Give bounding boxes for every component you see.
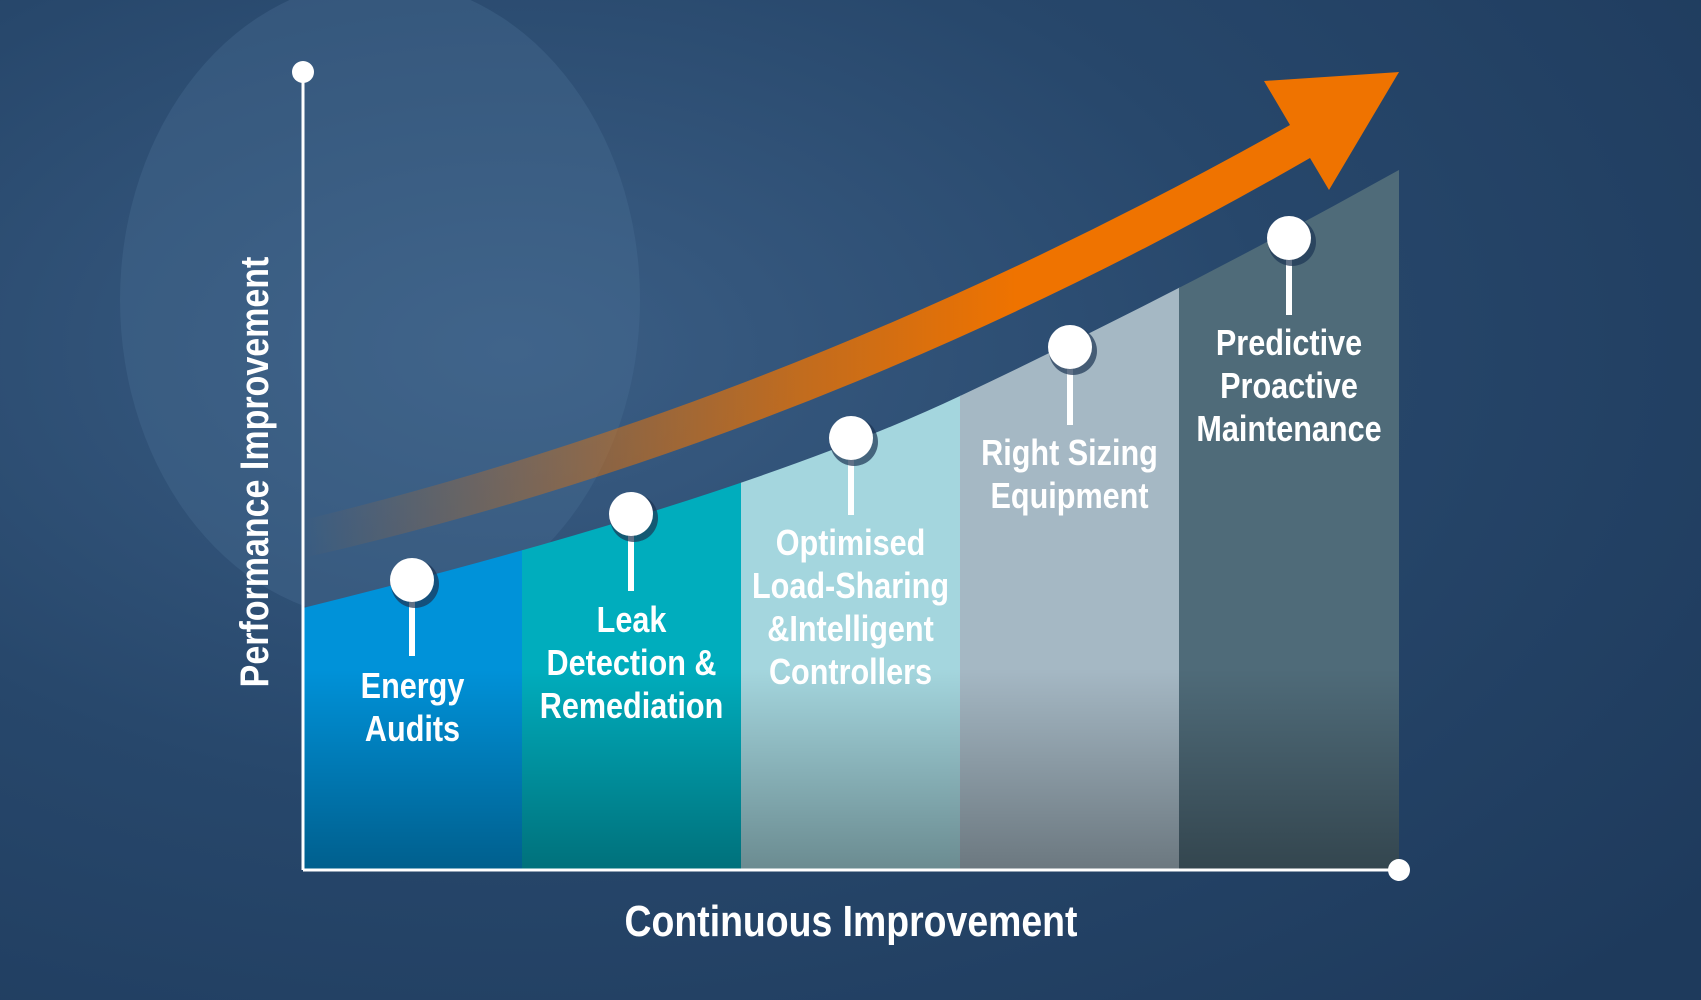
step-label-line: Right Sizing (981, 434, 1158, 474)
pin-head (609, 492, 653, 536)
step-label-line: Detection & (547, 644, 717, 684)
x-axis-label: Continuous Improvement (625, 896, 1078, 946)
x-axis-end-dot (1388, 859, 1410, 881)
step-label-line: Remediation (540, 687, 724, 727)
step-label-line: Energy (361, 667, 465, 707)
pin-head (1267, 216, 1311, 260)
step-label-line: Maintenance (1196, 410, 1381, 450)
growth-arrow (303, 72, 1399, 558)
pin-head (390, 558, 434, 602)
pin-head (1048, 325, 1092, 369)
step-label-line: Proactive (1220, 367, 1358, 407)
step-label-line: Load-Sharing (752, 567, 949, 607)
step-label-line: Controllers (769, 653, 932, 693)
y-axis-label: Performance Improvement (231, 257, 276, 688)
step-label-line: Predictive (1216, 324, 1362, 364)
y-axis-end-dot (292, 61, 314, 83)
step-label-line: Leak (597, 601, 667, 641)
pin-head (829, 416, 873, 460)
step-label-line: Optimised (776, 524, 926, 564)
step-label-line: Audits (365, 710, 460, 750)
step-label-line: &Intelligent (767, 610, 934, 650)
step-label-line: Equipment (990, 477, 1148, 517)
